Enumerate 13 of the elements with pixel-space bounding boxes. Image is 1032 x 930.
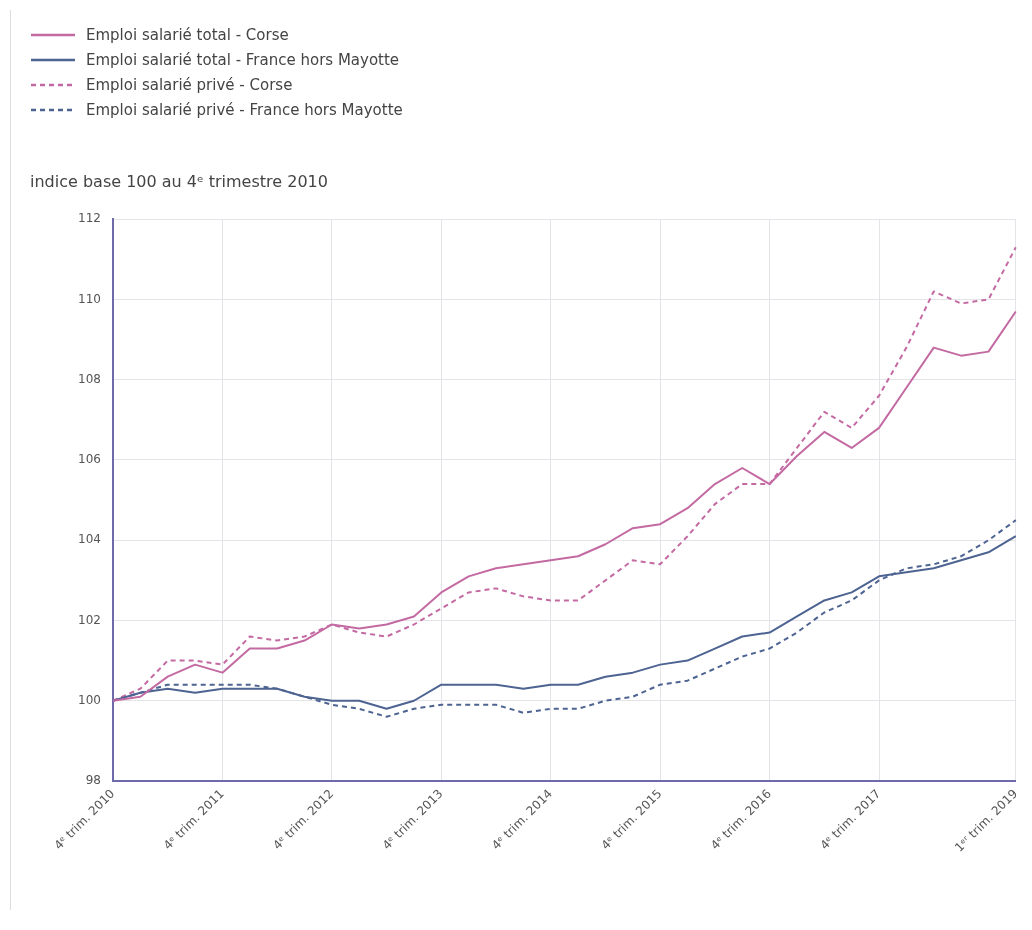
- y-axis-title: indice base 100 au 4ᵉ trimestre 2010: [30, 172, 328, 191]
- y-tick-label: 108: [78, 371, 101, 386]
- legend-label: Emploi salarié total - France hors Mayotte: [86, 50, 400, 69]
- y-tick-label: 110: [78, 291, 101, 306]
- y-tick-label: 106: [78, 452, 101, 467]
- y-tick-label: 104: [78, 532, 101, 547]
- y-tick-label: 100: [78, 692, 101, 707]
- y-tick-label: 102: [78, 612, 101, 627]
- legend-label: Emploi salarié privé - Corse: [86, 75, 293, 94]
- legend-label: Emploi salarié privé - France hors Mayotte: [86, 100, 403, 119]
- legend-label: Emploi salarié total - Corse: [86, 25, 289, 44]
- y-tick-label: 98: [85, 773, 101, 788]
- y-tick-label: 112: [78, 211, 101, 226]
